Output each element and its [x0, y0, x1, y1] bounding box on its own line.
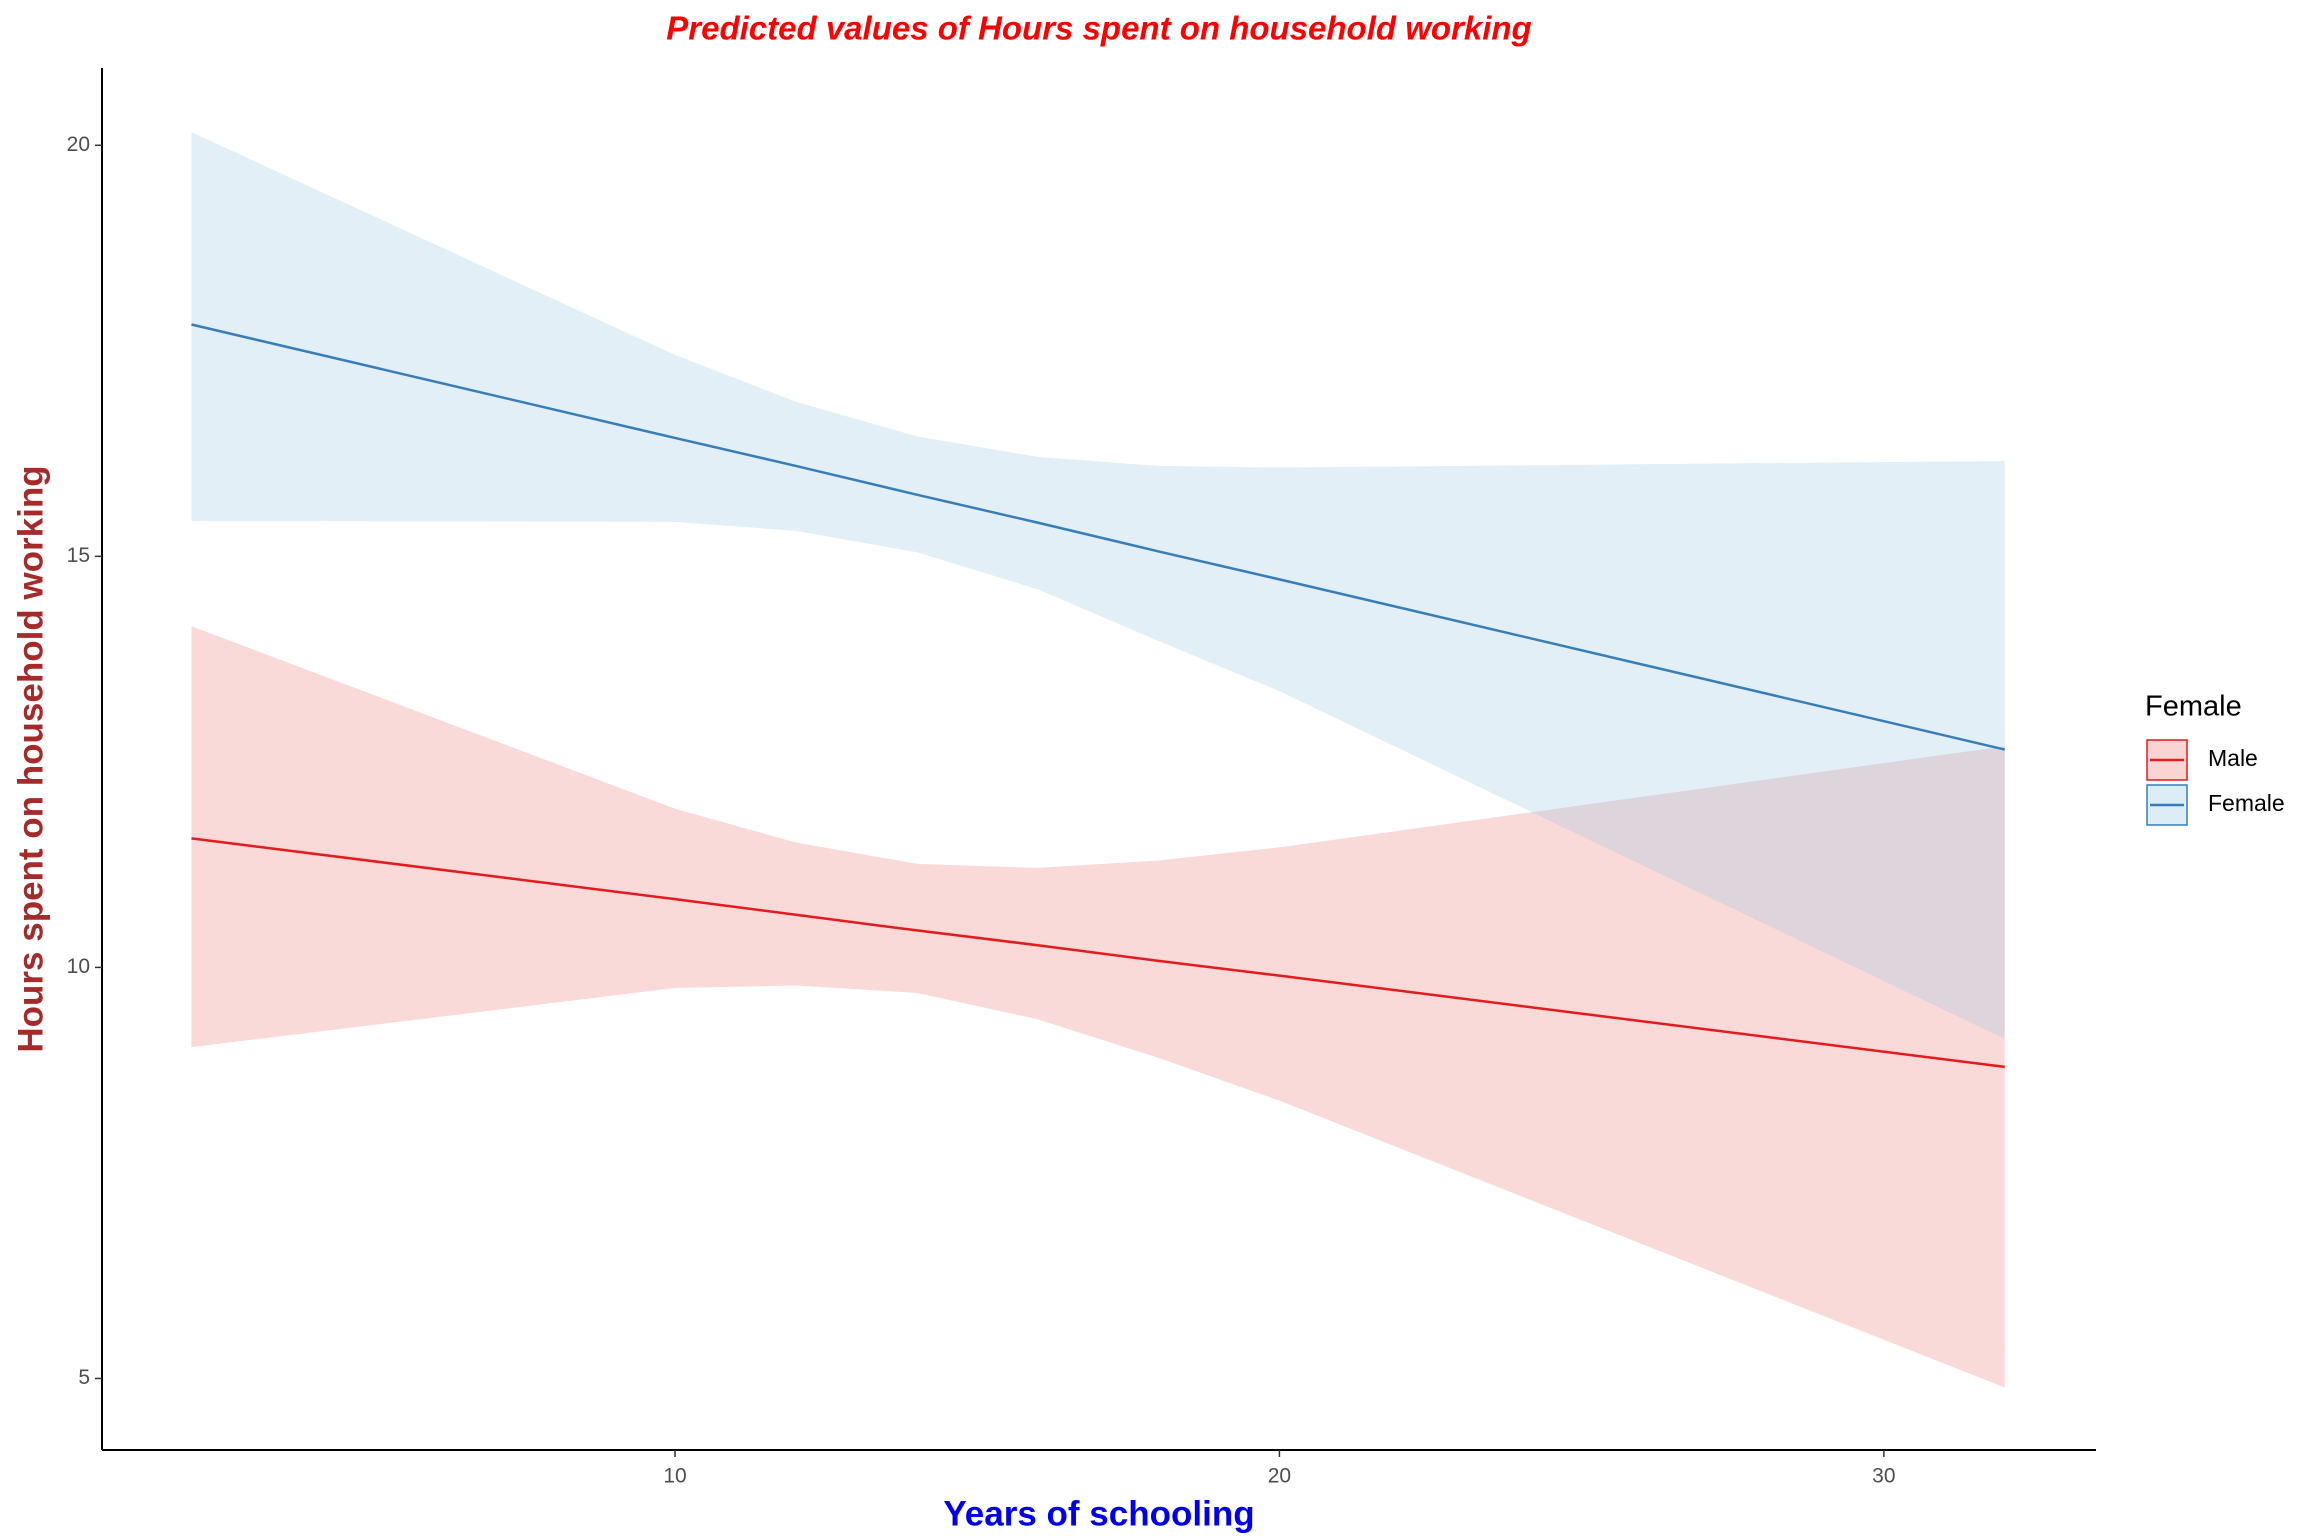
x-tick-label: 30 [1872, 1465, 1895, 1488]
line [191, 323, 2006, 751]
y-tick-label: 15 [67, 544, 90, 567]
legend-label: Female [2208, 790, 2285, 816]
x-tick-label: 10 [663, 1465, 686, 1488]
x-tick-label: 20 [1268, 1465, 1291, 1488]
legend-title: Female [2145, 691, 2242, 723]
y-tick-label: 20 [67, 133, 90, 156]
confidence-band [191, 132, 2005, 1039]
y-axis-title: Hours spent on household working [11, 465, 50, 1052]
x-axis-title: Years of schooling [943, 1494, 1254, 1533]
y-tick-label: 5 [78, 1366, 90, 1389]
y-tick-label: 10 [67, 955, 90, 978]
confidence-band [191, 626, 2005, 1388]
line [191, 837, 2005, 1069]
legend-label: Male [2208, 745, 2258, 771]
chart-title: Predicted values of Hours spent on house… [666, 10, 1531, 47]
